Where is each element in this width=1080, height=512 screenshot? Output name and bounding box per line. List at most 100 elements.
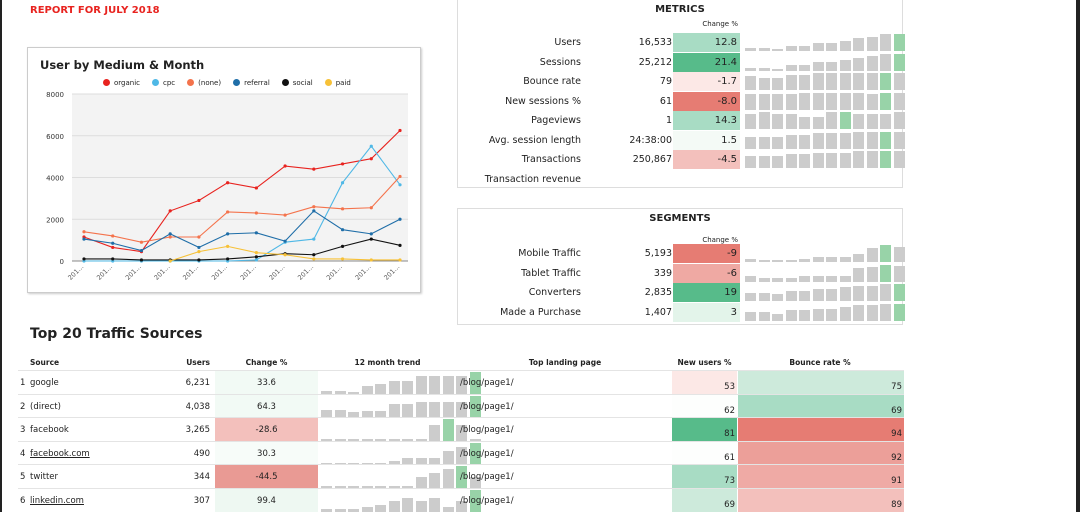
- trend-bar: [826, 92, 837, 110]
- trend-bar: [745, 258, 756, 262]
- trend-sparkline: [321, 489, 481, 512]
- data-point: [254, 258, 258, 262]
- trend-bar: [442, 419, 454, 441]
- trend-bar: [772, 78, 783, 90]
- trend-bar: [826, 73, 837, 90]
- trend-bar: [348, 412, 359, 418]
- data-point: [398, 258, 402, 262]
- change-value: 99.4: [215, 488, 318, 512]
- trend-bar: [388, 438, 400, 441]
- data-point: [398, 128, 402, 133]
- landing-page[interactable]: /blog/page1/: [460, 378, 514, 388]
- data-point: [312, 209, 316, 213]
- trend-bar: [880, 113, 891, 129]
- legend-item[interactable]: organic: [103, 79, 140, 87]
- trend-bar: [853, 305, 864, 321]
- landing-page[interactable]: /blog/page1/: [460, 472, 514, 482]
- data-point: [283, 164, 287, 168]
- trend-sparkline: [321, 419, 481, 441]
- trend-bar: [402, 485, 413, 488]
- source-name[interactable]: facebook.com: [30, 449, 90, 459]
- data-point: [226, 244, 230, 248]
- col-trend: 12 month trend: [354, 358, 421, 367]
- metric-value: 339: [653, 267, 672, 279]
- metric-sparkline: [745, 284, 905, 301]
- legend-dot-icon: [281, 79, 289, 86]
- data-point: [197, 235, 201, 239]
- trend-bar: [388, 404, 400, 418]
- legend-label: cpc: [163, 79, 176, 87]
- trend-bar: [880, 284, 891, 301]
- metric-sparkline: [745, 245, 905, 262]
- trend-bar: [348, 509, 359, 512]
- trend-bar: [812, 92, 824, 110]
- metric-label: Users: [554, 37, 581, 48]
- metric-sparkline: [745, 151, 905, 168]
- trend-bar: [375, 384, 386, 394]
- data-point: [139, 240, 144, 244]
- trend-bar: [839, 306, 851, 321]
- data-point: [254, 186, 258, 190]
- data-point: [312, 257, 316, 261]
- trend-bar: [361, 438, 373, 441]
- legend-dot-icon: [233, 79, 241, 86]
- landing-page[interactable]: /blog/page1/: [460, 448, 514, 459]
- legend-item[interactable]: social: [281, 79, 313, 87]
- trend-bar: [893, 53, 905, 71]
- change-value: -28.6: [215, 418, 318, 441]
- trend-bar: [772, 68, 783, 71]
- source-link[interactable]: linkedin.com: [30, 495, 84, 506]
- trend-bar: [866, 113, 878, 129]
- x-tick-label: 201…: [210, 263, 229, 282]
- trend-bar: [469, 442, 481, 465]
- new-users-value: 61: [672, 441, 737, 465]
- landing-page[interactable]: /blog/page1/: [460, 495, 514, 506]
- new-users-value: 62: [672, 394, 737, 418]
- data-point: [340, 207, 345, 211]
- trend-bar: [375, 410, 386, 418]
- metric-value: 5,193: [644, 248, 672, 259]
- segments-row: Mobile Traffic 5,193 -9: [458, 244, 905, 263]
- legend-item[interactable]: cpc: [152, 79, 175, 87]
- landing-page[interactable]: /blog/page1/: [460, 425, 514, 435]
- trend-bar: [388, 486, 400, 488]
- segments-row: Made a Purchase 1,407 3: [458, 302, 905, 322]
- trend-bar: [812, 42, 824, 51]
- legend-item[interactable]: referral: [233, 79, 270, 87]
- legend-item[interactable]: (none): [187, 79, 221, 87]
- users-value: 6,231: [185, 378, 210, 388]
- source-link[interactable]: facebook.com: [30, 448, 90, 459]
- source-name[interactable]: linkedin.com: [30, 496, 84, 506]
- trend-bar: [799, 92, 810, 110]
- trend-bar: [361, 410, 373, 418]
- y-tick-label: 4000: [46, 175, 64, 183]
- legend-label: referral: [244, 79, 270, 87]
- trend-bar: [375, 486, 386, 488]
- trend-bar: [456, 376, 467, 394]
- trend-bar: [772, 278, 783, 282]
- trend-bar: [758, 48, 770, 51]
- trend-bar: [812, 133, 824, 149]
- x-tick-label: 201…: [382, 263, 401, 282]
- trend-bar: [321, 439, 332, 441]
- new-users-value: 53: [672, 371, 737, 394]
- metric-change: -9: [673, 244, 740, 263]
- data-point: [369, 237, 373, 241]
- trend-bar: [415, 457, 427, 465]
- legend-label: organic: [114, 79, 141, 87]
- trend-bar: [866, 73, 878, 90]
- trend-bar: [772, 313, 783, 321]
- window-edge-left: [0, 0, 2, 512]
- trend-bar: [745, 113, 756, 129]
- landing-page[interactable]: /blog/page1/: [460, 401, 514, 412]
- row-number: 6: [20, 495, 26, 506]
- data-point: [369, 232, 373, 236]
- trend-bar: [402, 404, 413, 418]
- trend-bar: [893, 151, 905, 168]
- trend-bar: [442, 451, 454, 465]
- legend-item[interactable]: paid: [324, 79, 351, 87]
- data-point: [369, 157, 373, 161]
- x-tick-label: 201…: [267, 263, 286, 282]
- trend-bar: [758, 136, 770, 149]
- trend-bar: [893, 131, 905, 149]
